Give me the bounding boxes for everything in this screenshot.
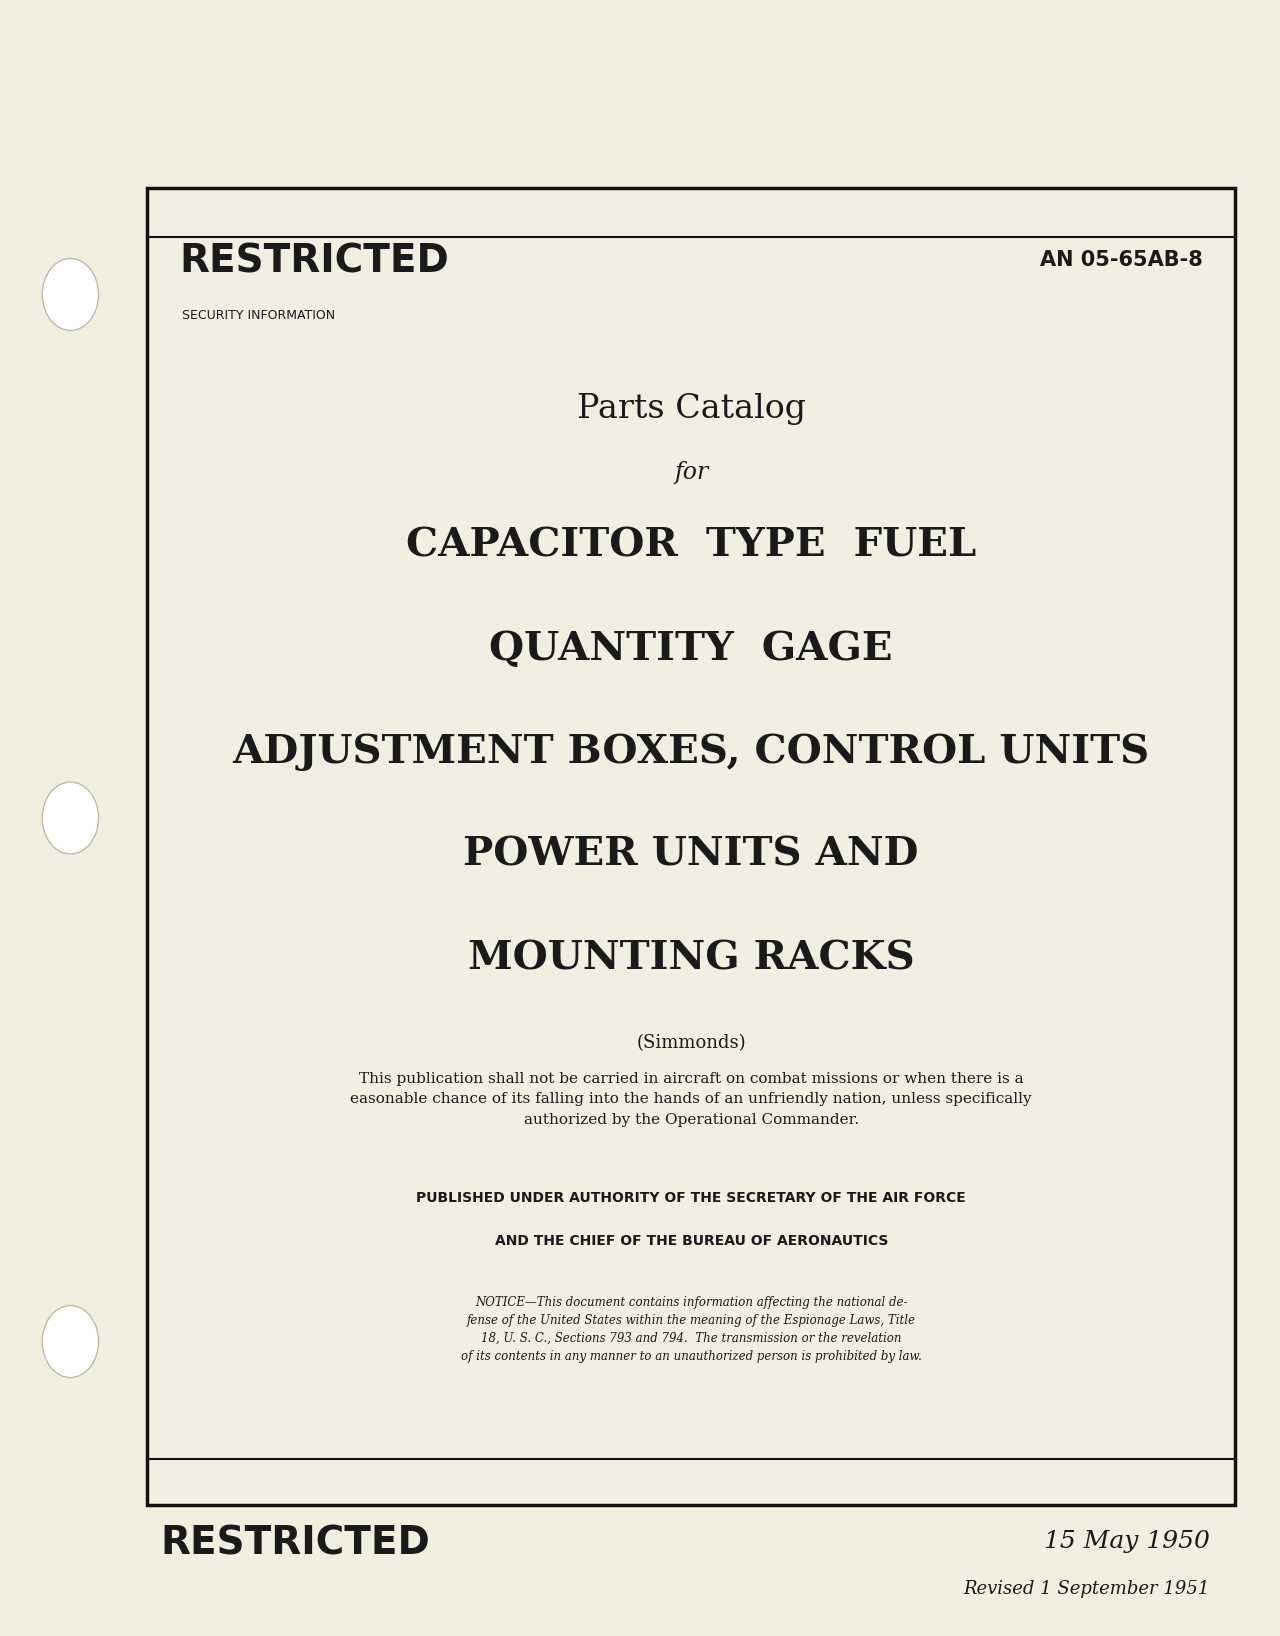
Text: Parts Catalog: Parts Catalog [576,393,806,425]
Text: (Simmonds): (Simmonds) [636,1034,746,1052]
Text: SECURITY INFORMATION: SECURITY INFORMATION [182,309,335,322]
Bar [147,188,1235,1505]
Text: RESTRICTED: RESTRICTED [160,1525,430,1562]
Text: for: for [675,461,708,484]
Text: CAPACITOR  TYPE  FUEL: CAPACITOR TYPE FUEL [406,527,977,564]
Circle shape [42,782,99,854]
Text: POWER UNITS AND: POWER UNITS AND [463,836,919,874]
Text: AND THE CHIEF OF THE BUREAU OF AERONAUTICS: AND THE CHIEF OF THE BUREAU OF AERONAUTI… [494,1234,888,1248]
Text: Revised 1 September 1951: Revised 1 September 1951 [964,1580,1210,1598]
Text: MOUNTING RACKS: MOUNTING RACKS [468,939,914,977]
Text: 15 May 1950: 15 May 1950 [1043,1530,1210,1553]
Text: This publication shall not be carried in aircraft on combat missions or when the: This publication shall not be carried in… [351,1072,1032,1127]
Text: AN 05-65AB-8: AN 05-65AB-8 [1041,250,1203,270]
Text: NOTICE—This document contains information affecting the national de-
fense of th: NOTICE—This document contains informatio… [461,1296,922,1363]
Text: RESTRICTED: RESTRICTED [179,242,449,280]
Circle shape [42,258,99,330]
Text: QUANTITY  GAGE: QUANTITY GAGE [489,630,893,667]
Text: ADJUSTMENT BOXES, CONTROL UNITS: ADJUSTMENT BOXES, CONTROL UNITS [233,733,1149,771]
Text: PUBLISHED UNDER AUTHORITY OF THE SECRETARY OF THE AIR FORCE: PUBLISHED UNDER AUTHORITY OF THE SECRETA… [416,1191,966,1206]
Circle shape [42,1306,99,1378]
